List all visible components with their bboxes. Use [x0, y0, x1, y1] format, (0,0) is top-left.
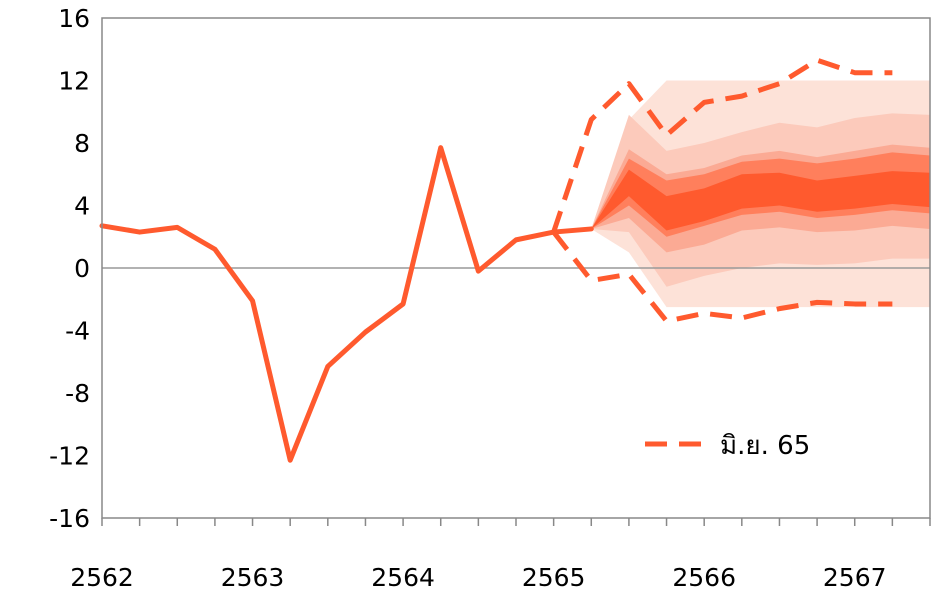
fan-band-5 — [591, 169, 930, 231]
x-tick-label: 2563 — [221, 563, 285, 592]
x-tick-label: 2564 — [371, 563, 435, 592]
y-tick-label: 8 — [74, 129, 90, 158]
forecast-fan-bands — [591, 80, 930, 308]
legend-label: มิ.ย. 65 — [720, 431, 810, 461]
y-tick-label: -4 — [65, 317, 90, 346]
y-tick-label: -16 — [49, 504, 90, 533]
y-tick-label: -8 — [65, 379, 90, 408]
x-tick-label: 2567 — [823, 563, 887, 592]
x-tick-label: 2566 — [672, 563, 736, 592]
y-tick-label: 4 — [74, 192, 90, 221]
y-tick-label: 0 — [74, 254, 90, 283]
y-tick-label: -12 — [49, 442, 90, 471]
y-axis-ticks: 16 12 8 4 0 -4 -8 -12 -16 — [49, 4, 90, 533]
forecast-dashed-lower — [551, 230, 893, 324]
y-tick-label: 16 — [58, 4, 90, 33]
y-tick-label: 12 — [58, 67, 90, 96]
forecast-dashed-upper — [551, 57, 893, 233]
x-axis-ticks: 2562 2563 2564 2565 2566 2567 — [70, 518, 931, 592]
legend: มิ.ย. 65 — [645, 431, 810, 461]
x-tick-label: 2565 — [522, 563, 586, 592]
actual-series-line — [99, 145, 594, 463]
series-lines — [99, 57, 893, 463]
x-tick-label: 2562 — [70, 563, 134, 592]
